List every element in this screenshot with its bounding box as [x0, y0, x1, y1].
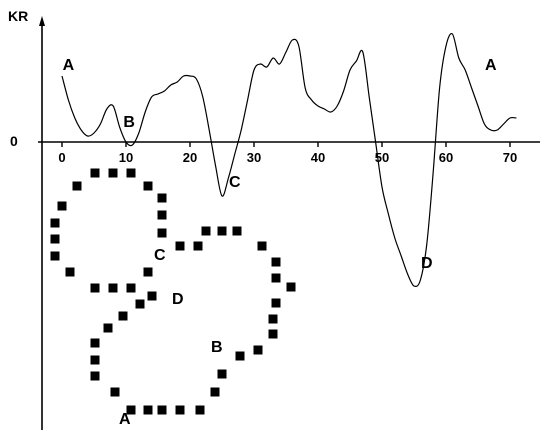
contour-point: [126, 405, 136, 415]
contour-point: [143, 267, 153, 277]
contour-label-a: A: [119, 411, 131, 428]
series: [61, 32, 517, 288]
contour-point: [50, 218, 60, 228]
contour-point: [195, 405, 205, 415]
contour-point: [108, 168, 118, 178]
contour-point: [157, 193, 167, 203]
contour-point: [118, 311, 128, 321]
contour-point: [271, 257, 281, 267]
contour-point: [175, 241, 185, 251]
contour-point: [65, 267, 75, 277]
contour-point: [90, 355, 100, 365]
contour-label-d: D: [172, 291, 184, 308]
curve-annotation: A: [63, 57, 75, 74]
contour-point: [235, 351, 245, 361]
contour-point: [257, 241, 267, 251]
x-tick-label: 40: [311, 150, 325, 165]
contour-point: [268, 329, 278, 339]
curve-annotation: D: [421, 255, 433, 272]
annotations: A B C D A: [63, 57, 497, 272]
contour-labels: C D B A: [119, 247, 223, 428]
contour-point: [72, 181, 82, 191]
curve-annotation: B: [123, 114, 135, 131]
contour-point: [268, 314, 278, 324]
contour-point: [271, 273, 281, 283]
contour-point: [210, 387, 220, 397]
contour-point: [157, 210, 167, 220]
contour-point: [147, 291, 157, 301]
contour-point: [103, 323, 113, 333]
contour-point: [175, 405, 185, 415]
contour-point: [135, 299, 145, 309]
axes: [38, 16, 540, 430]
contour-point: [108, 283, 118, 293]
curve-annotation: C: [229, 174, 241, 191]
contour-diagram: [50, 168, 296, 415]
contour-label-b: B: [211, 339, 223, 356]
contour-point: [90, 338, 100, 348]
contour-point: [193, 241, 203, 251]
contour-point: [232, 226, 242, 236]
contour-point: [143, 405, 153, 415]
contour-point: [157, 405, 167, 415]
y-axis-label: KR: [8, 8, 28, 24]
y-axis-arrowhead: [39, 16, 45, 26]
contour-point: [253, 345, 263, 355]
x-tick-label: 20: [183, 150, 197, 165]
contour-point: [217, 226, 227, 236]
curvature-line: [61, 32, 517, 288]
x-tick-label: 0: [58, 150, 65, 165]
contour-point: [90, 168, 100, 178]
contour-point: [50, 234, 60, 244]
contour-point: [90, 283, 100, 293]
contour-label-c: C: [154, 247, 166, 264]
x-ticks: 0 10 20 30 40 50 60 70: [58, 142, 517, 165]
zero-label: 0: [10, 133, 18, 149]
contour-point: [126, 168, 136, 178]
contour-point: [157, 228, 167, 238]
contour-point: [110, 387, 120, 397]
x-tick-label: 10: [119, 150, 133, 165]
x-tick-label: 70: [503, 150, 517, 165]
contour-point: [217, 369, 227, 379]
contour-point: [126, 283, 136, 293]
contour-point: [143, 181, 153, 191]
contour-point: [50, 251, 60, 261]
contour-point: [286, 282, 296, 292]
x-tick-label: 60: [439, 150, 453, 165]
contour-point: [57, 201, 67, 211]
contour-point: [271, 298, 281, 308]
contour-point: [201, 226, 211, 236]
curve-annotation: A: [485, 57, 497, 74]
x-tick-label: 30: [247, 150, 261, 165]
contour-point: [90, 371, 100, 381]
